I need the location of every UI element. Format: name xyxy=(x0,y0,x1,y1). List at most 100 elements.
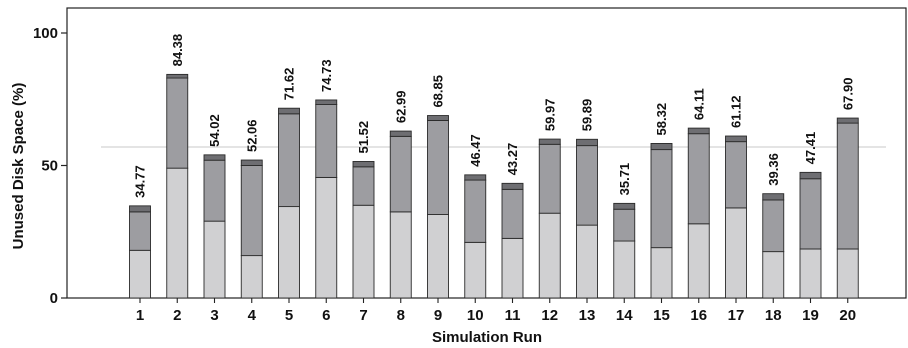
plot-frame xyxy=(66,7,907,299)
x-tick-label-4: 4 xyxy=(248,307,257,324)
x-tick-label-14: 14 xyxy=(616,307,633,324)
bar-segment-3-run-6 xyxy=(315,99,338,105)
bar-segment-1-run-13 xyxy=(576,224,598,299)
bar-segment-1-run-19 xyxy=(799,248,822,299)
bar-segment-3-run-4 xyxy=(240,159,263,166)
bar-segment-1-run-14 xyxy=(613,240,636,299)
bar-segment-1-run-10 xyxy=(464,241,487,299)
x-axis-title: Simulation Run xyxy=(432,329,542,346)
data-label-run-20: 67.90 xyxy=(840,78,855,111)
data-label-run-13: 59.89 xyxy=(580,99,595,132)
bar-segment-2-run-13 xyxy=(576,145,598,226)
data-label-run-18: 39.36 xyxy=(766,153,781,186)
bar-segment-2-run-8 xyxy=(389,135,412,213)
data-label-run-3: 54.02 xyxy=(207,114,222,147)
x-tick-label-12: 12 xyxy=(541,307,558,324)
bar-segment-3-run-20 xyxy=(836,117,859,124)
x-tick-label-19: 19 xyxy=(802,307,819,324)
bar-segment-1-run-9 xyxy=(427,214,449,299)
bar-segment-2-run-18 xyxy=(762,199,785,253)
bar-segment-3-run-10 xyxy=(464,174,487,181)
bar-segment-2-run-9 xyxy=(427,119,449,215)
data-label-run-15: 58.32 xyxy=(654,103,669,136)
x-tick-label-5: 5 xyxy=(285,307,293,324)
x-tick-label-18: 18 xyxy=(765,307,782,324)
y-tick-label: 100 xyxy=(33,25,58,42)
x-tick-label-6: 6 xyxy=(322,307,330,324)
data-label-run-11: 43.27 xyxy=(505,143,520,176)
bar-segment-3-run-8 xyxy=(389,130,412,137)
bar-segment-3-run-5 xyxy=(278,107,300,115)
bar-segment-2-run-16 xyxy=(687,133,710,225)
bar-segment-1-run-4 xyxy=(240,255,263,299)
bar-segment-3-run-18 xyxy=(762,193,785,201)
x-tick-label-16: 16 xyxy=(690,307,707,324)
x-tick-label-7: 7 xyxy=(359,307,367,324)
bar-segment-3-run-15 xyxy=(650,143,673,151)
bar-segment-1-run-1 xyxy=(129,249,151,299)
data-label-run-17: 61.12 xyxy=(729,95,744,128)
bar-segment-3-run-14 xyxy=(613,202,636,210)
bar-segment-2-run-11 xyxy=(501,188,524,239)
data-label-run-9: 68.85 xyxy=(431,75,446,108)
bar-segment-1-run-20 xyxy=(836,248,859,299)
bar-segment-3-run-9 xyxy=(427,115,449,121)
x-tick-label-17: 17 xyxy=(728,307,745,324)
bar-segment-1-run-7 xyxy=(352,204,375,299)
data-label-run-7: 51.52 xyxy=(356,121,371,154)
bar-segment-3-run-7 xyxy=(352,161,375,168)
bar-segment-1-run-6 xyxy=(315,176,338,299)
x-tick-label-15: 15 xyxy=(653,307,670,324)
bar-segment-1-run-8 xyxy=(389,211,412,299)
y-axis-title: Unused Disk Space (%) xyxy=(10,83,27,250)
x-tick-label-3: 3 xyxy=(210,307,218,324)
bar-segment-2-run-7 xyxy=(352,166,375,206)
bar-segment-3-run-16 xyxy=(687,127,710,135)
bar-segment-2-run-10 xyxy=(464,179,487,243)
bar-segment-1-run-18 xyxy=(762,251,785,299)
bar-segment-2-run-20 xyxy=(836,122,859,250)
x-tick-label-10: 10 xyxy=(467,307,484,324)
bar-segment-2-run-5 xyxy=(278,113,300,208)
bar-segment-2-run-4 xyxy=(240,165,263,257)
bar-segment-3-run-3 xyxy=(203,154,226,161)
bar-segment-3-run-13 xyxy=(576,138,598,147)
bar-segment-3-run-17 xyxy=(725,135,747,143)
data-label-run-1: 34.77 xyxy=(133,165,148,198)
bar-segment-1-run-2 xyxy=(166,167,189,299)
x-tick-label-11: 11 xyxy=(505,307,521,324)
bar-segment-1-run-12 xyxy=(538,212,561,299)
data-label-run-5: 71.62 xyxy=(282,68,297,101)
bar-segment-3-run-19 xyxy=(799,171,822,180)
bar-segment-3-run-11 xyxy=(501,182,524,190)
axes xyxy=(61,7,907,303)
data-label-run-19: 47.41 xyxy=(803,132,818,165)
y-tick-label: 0 xyxy=(50,290,58,307)
data-label-run-14: 35.71 xyxy=(617,163,632,196)
x-tick-label-20: 20 xyxy=(839,307,856,324)
bar-segment-1-run-16 xyxy=(687,223,710,299)
bars xyxy=(129,73,859,299)
x-tick-label-13: 13 xyxy=(579,307,596,324)
bar-segment-3-run-1 xyxy=(129,205,151,213)
x-tick-label-2: 2 xyxy=(173,307,181,324)
bar-segment-2-run-14 xyxy=(613,208,636,242)
data-label-run-4: 52.06 xyxy=(244,119,259,152)
data-label-run-16: 64.11 xyxy=(691,88,706,120)
bar-segment-2-run-15 xyxy=(650,149,673,249)
bar-segment-2-run-19 xyxy=(799,178,822,250)
data-labels: 34.77 84.38 54.02 52.06 71.62 74.73 51.52 62.99… xyxy=(133,34,856,198)
x-tick-label-8: 8 xyxy=(397,307,405,324)
bar-segment-1-run-17 xyxy=(725,207,747,299)
bar-segment-1-run-3 xyxy=(203,220,226,299)
data-label-run-8: 62.99 xyxy=(393,91,408,124)
data-label-run-6: 74.73 xyxy=(319,59,334,92)
bar-segment-2-run-17 xyxy=(725,141,747,209)
bar-segment-2-run-6 xyxy=(315,104,338,178)
y-tick-label: 50 xyxy=(41,158,58,175)
bar-segment-1-run-11 xyxy=(501,237,524,299)
bar-segment-3-run-2 xyxy=(166,73,189,79)
bar-segment-2-run-1 xyxy=(129,211,151,251)
